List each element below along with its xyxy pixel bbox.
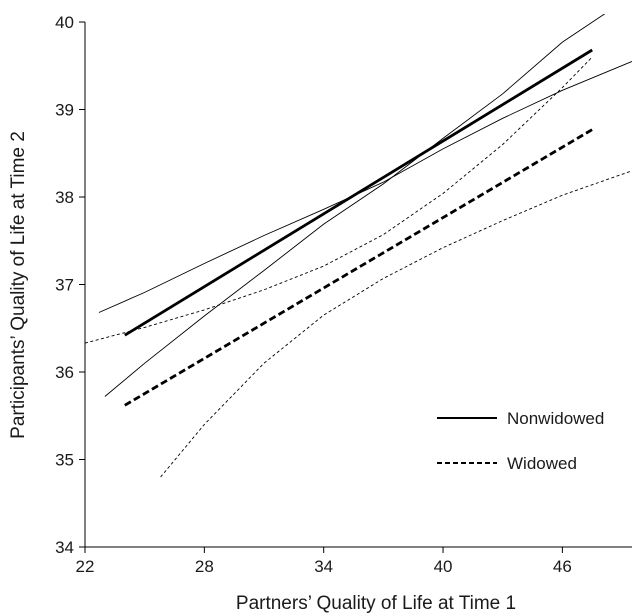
plot-area: [85, 14, 633, 478]
legend: Nonwidowed Widowed: [437, 409, 604, 473]
legend-label-widowed: Widowed: [507, 454, 577, 473]
nonwidowed-ci-upper-line: [104, 14, 606, 397]
x-axis-title: Partners’ Quality of Life at Time 1: [236, 593, 516, 614]
x-tick-label: 22: [76, 557, 95, 576]
widowed-ci-upper-line: [160, 170, 633, 478]
widowed-ci-lower-line: [85, 56, 593, 344]
axes: 34 35 36 37 38 39 40 22 28 34 40 46: [55, 13, 632, 576]
nonwidowed-regression-line: [124, 48, 593, 337]
y-tick-label: 36: [55, 363, 74, 382]
x-tick-label: 34: [314, 557, 333, 576]
x-tick-label: 46: [553, 557, 572, 576]
y-tick-label: 35: [55, 451, 74, 470]
x-tick-label: 28: [195, 557, 214, 576]
y-tick-label: 39: [55, 101, 74, 120]
legend-label-nonwidowed: Nonwidowed: [507, 409, 604, 428]
widowed-regression-line: [124, 128, 593, 407]
series-group: [85, 14, 633, 478]
y-tick-label: 34: [55, 538, 74, 557]
x-tick-label: 40: [434, 557, 453, 576]
y-tick-label: 37: [55, 276, 74, 295]
y-tick-label: 38: [55, 188, 74, 207]
y-tick-label: 40: [55, 13, 74, 32]
y-axis-title: Participants’ Quality of Life at Time 2: [8, 131, 29, 439]
